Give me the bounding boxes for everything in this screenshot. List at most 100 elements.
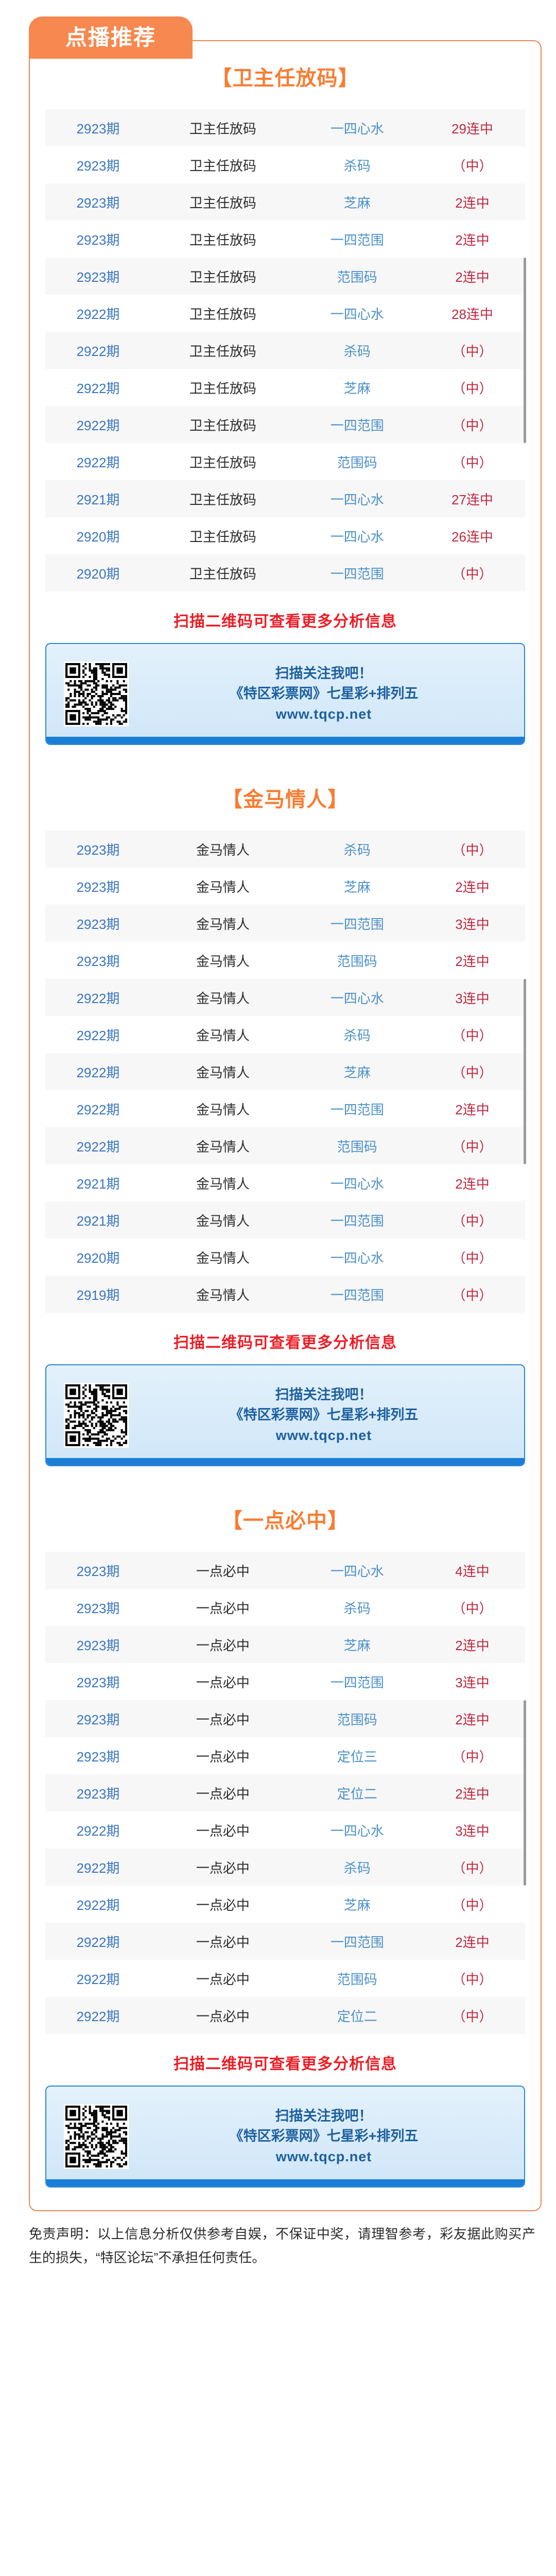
cell-result: 3连中 — [455, 1674, 490, 1690]
cell-name: 卫主任放码 — [189, 380, 256, 396]
table-row[interactable]: 2923期 一点必中 杀码 （中） — [45, 1589, 525, 1626]
cell-issue: 2922期 — [76, 343, 120, 359]
table-row[interactable]: 2921期 金马情人 一四心水 2连中 — [45, 1164, 525, 1201]
cell-name: 金马情人 — [196, 1287, 250, 1303]
qr-code-icon[interactable] — [64, 662, 129, 726]
qr-promo-text: 扫描关注我吧！ 《特区彩票网》七星彩+排列五 www.tqcp.net — [144, 2106, 524, 2166]
tab-dianbo-tuijian[interactable]: 点播推荐 — [29, 16, 193, 59]
table-row[interactable]: 2921期 卫主任放码 一四心水 27连中 — [45, 480, 525, 517]
qr-promo-line1: 扫描关注我吧！ — [275, 666, 373, 682]
cell-name: 卫主任放码 — [189, 269, 256, 285]
table-row[interactable]: 2923期 一点必中 范围码 2连中 — [45, 1700, 525, 1737]
cell-type: 杀码 — [343, 343, 371, 359]
table-row[interactable]: 2923期 卫主任放码 杀码 （中） — [45, 146, 525, 183]
qr-code-icon[interactable] — [64, 2104, 129, 2169]
cell-issue: 2923期 — [76, 1749, 120, 1765]
cell-type: 一四心水 — [330, 306, 384, 322]
table-row[interactable]: 2923期 卫主任放码 一四心水 29连中 — [45, 109, 525, 146]
results-table-scroll[interactable]: 2923期 金马情人 杀码 （中） 2923期 金马情人 芝麻 2连中 2923期 金马情人 一四范… — [45, 831, 526, 1313]
cell-name: 卫主任放码 — [189, 454, 256, 470]
cell-issue: 2920期 — [76, 1250, 120, 1266]
cell-result: 28连中 — [451, 306, 493, 322]
cell-type: 芝麻 — [343, 380, 371, 396]
table-row[interactable]: 2922期 金马情人 杀码 （中） — [45, 1016, 525, 1053]
cell-issue: 2920期 — [76, 529, 120, 545]
table-row[interactable]: 2923期 卫主任放码 芝麻 2连中 — [45, 183, 525, 221]
results-table-scroll[interactable]: 2923期 卫主任放码 一四心水 29连中 2923期 卫主任放码 杀码 （中） 2923期 卫主… — [45, 109, 526, 591]
cell-result: （中） — [452, 1250, 493, 1266]
cell-issue: 2923期 — [76, 916, 120, 932]
table-row[interactable]: 2923期 卫主任放码 一四范围 2连中 — [45, 221, 525, 258]
qr-promo-line3[interactable]: www.tqcp.net — [275, 2148, 372, 2164]
table-row[interactable]: 2922期 一点必中 杀码 （中） — [45, 1849, 525, 1886]
qr-promo-banner[interactable]: 扫描关注我吧！ 《特区彩票网》七星彩+排列五 www.tqcp.net — [45, 1364, 525, 1466]
cell-result: 27连中 — [451, 492, 493, 507]
table-row[interactable]: 2922期 卫主任放码 芝麻 （中） — [45, 369, 525, 406]
cell-type: 范围码 — [337, 1139, 377, 1155]
table-row[interactable]: 2923期 金马情人 一四范围 3连中 — [45, 905, 525, 942]
table-row[interactable]: 2922期 卫主任放码 一四心水 28连中 — [45, 295, 525, 332]
table-row[interactable]: 2921期 金马情人 一四范围 （中） — [45, 1201, 525, 1239]
cell-result: （中） — [452, 566, 493, 582]
cell-type: 一四范围 — [330, 1674, 384, 1690]
qr-code-icon[interactable] — [64, 1383, 129, 1448]
table-row[interactable]: 2920期 卫主任放码 一四范围 （中） — [45, 554, 525, 591]
results-table-scroll[interactable]: 2923期 一点必中 一四心水 4连中 2923期 一点必中 杀码 （中） 2923期 一点必中芝… — [45, 1552, 526, 2034]
cell-name: 金马情人 — [196, 1176, 250, 1192]
table-row[interactable]: 2923期 一点必中 定位二 2连中 — [45, 1774, 525, 1811]
table-row[interactable]: 2922期 金马情人 范围码 （中） — [45, 1127, 525, 1164]
cell-name: 卫主任放码 — [189, 158, 256, 174]
cell-issue: 2923期 — [76, 195, 120, 211]
cell-type: 一四范围 — [330, 1934, 384, 1950]
cell-type: 杀码 — [343, 842, 371, 858]
cell-result: 2连中 — [455, 1101, 490, 1117]
qr-promo-banner[interactable]: 扫描关注我吧！ 《特区彩票网》七星彩+排列五 www.tqcp.net — [45, 643, 525, 745]
table-row[interactable]: 2919期 金马情人 一四范围 （中） — [45, 1276, 525, 1313]
cell-type: 一四心水 — [330, 1176, 384, 1192]
table-row[interactable]: 2920期 卫主任放码 一四心水 26连中 — [45, 517, 525, 554]
table-row[interactable]: 2923期 一点必中 芝麻 2连中 — [45, 1626, 525, 1663]
table-row[interactable]: 2922期 金马情人 芝麻 （中） — [45, 1053, 525, 1090]
table-row[interactable]: 2922期 卫主任放码 范围码 （中） — [45, 443, 525, 480]
cell-result: （中） — [452, 1860, 493, 1876]
table-row[interactable]: 2923期 一点必中 一四心水 4连中 — [45, 1552, 525, 1589]
cell-name: 卫主任放码 — [189, 121, 256, 137]
table-row[interactable]: 2923期 金马情人 杀码 （中） — [45, 831, 525, 868]
table-row[interactable]: 2922期 一点必中 一四范围 2连中 — [45, 1923, 525, 1960]
cell-type: 一四范围 — [330, 1213, 384, 1229]
cell-issue: 2923期 — [76, 879, 120, 895]
cell-result: （中） — [452, 454, 493, 470]
table-row[interactable]: 2922期 卫主任放码 一四范围 （中） — [45, 406, 525, 443]
qr-note: 扫描二维码可查看更多分析信息 — [173, 2056, 397, 2073]
table-row[interactable]: 2923期 金马情人 芝麻 2连中 — [45, 868, 525, 905]
qr-promo-banner[interactable]: 扫描关注我吧！ 《特区彩票网》七星彩+排列五 www.tqcp.net — [45, 2086, 525, 2188]
tab-header-area: 点播推荐 — [0, 0, 556, 59]
table-row[interactable]: 2923期 一点必中 一四范围 3连中 — [45, 1663, 525, 1700]
table-row[interactable]: 2923期 卫主任放码 范围码 2连中 — [45, 258, 525, 295]
table-row[interactable]: 2922期 一点必中 一四心水 3连中 — [45, 1811, 525, 1849]
qr-promo-line3[interactable]: www.tqcp.net — [275, 706, 372, 722]
cell-type: 定位三 — [337, 1749, 377, 1765]
table-row[interactable]: 2922期 一点必中 芝麻 （中） — [45, 1886, 525, 1923]
cell-type: 一四心水 — [330, 990, 384, 1006]
table-row[interactable]: 2922期 金马情人 一四范围 2连中 — [45, 1090, 525, 1127]
table-row[interactable]: 2923期 金马情人 范围码 2连中 — [45, 942, 525, 979]
qr-note: 扫描二维码可查看更多分析信息 — [173, 1334, 397, 1351]
table-row[interactable]: 2922期 一点必中 范围码 （中） — [45, 1960, 525, 1997]
cell-result: 2连中 — [455, 1711, 490, 1727]
table-row[interactable]: 2920期 金马情人 一四心水 （中） — [45, 1239, 525, 1276]
table-row[interactable]: 2922期 一点必中 定位二 （中） — [45, 1997, 525, 2034]
cell-issue: 2922期 — [76, 1934, 120, 1950]
cell-type: 一四范围 — [330, 417, 384, 433]
qr-promo-line1: 扫描关注我吧！ — [275, 1387, 373, 1403]
results-table: 2923期 卫主任放码 一四心水 29连中 2923期 卫主任放码 杀码 （中） 2923期 卫主… — [45, 109, 525, 591]
table-row[interactable]: 2922期 卫主任放码 杀码 （中） — [45, 332, 525, 369]
qr-promo-line3[interactable]: www.tqcp.net — [275, 1427, 372, 1443]
section-1: 【卫主任放码】 2923期 卫主任放码 一四心水 29连中 2923期 卫主任放码 杀码 （中）… — [30, 41, 541, 745]
cell-result: （中） — [452, 1287, 493, 1303]
cell-type: 芝麻 — [343, 195, 371, 211]
table-row[interactable]: 2922期 金马情人 一四心水 3连中 — [45, 979, 525, 1016]
cell-issue: 2922期 — [76, 306, 120, 322]
table-row[interactable]: 2923期 一点必中 定位三 （中） — [45, 1737, 525, 1774]
cell-result: 2连中 — [455, 879, 490, 895]
